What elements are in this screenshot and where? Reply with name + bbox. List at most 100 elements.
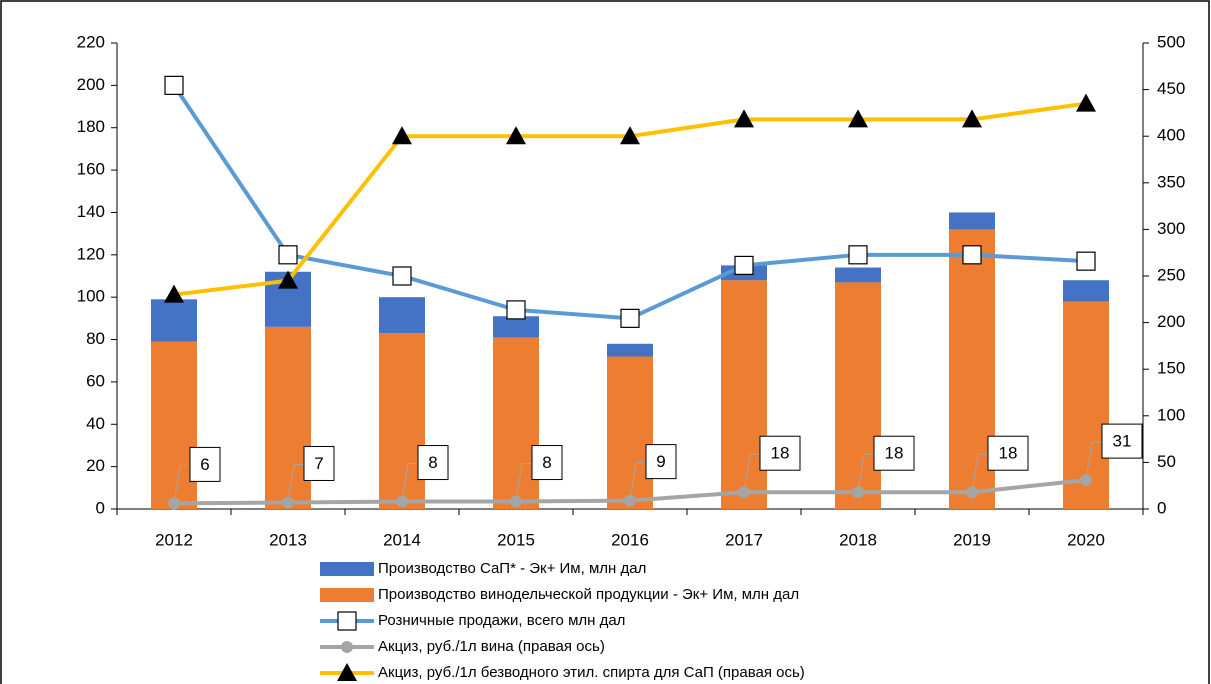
marker [848,109,868,128]
leader-line [173,464,190,504]
data-label-box [987,435,1029,471]
leader-line [1085,441,1102,481]
y-tick-label: 100 [77,287,105,306]
leader-line [515,463,532,502]
y-tick-label: 160 [77,160,105,179]
x-tick-label: 2013 [269,530,307,549]
marker [506,300,526,320]
bar [607,356,653,509]
data-label-box [417,445,449,481]
bar [835,267,881,283]
legend-swatch [320,562,374,576]
bar [493,337,539,509]
data-label: 18 [999,444,1018,463]
data-label-box [303,445,335,481]
data-label: 7 [314,454,323,473]
y2-tick-label: 200 [1157,312,1185,331]
bar [949,212,995,230]
y-tick-label: 220 [77,32,105,51]
marker [341,641,353,653]
marker [164,284,184,303]
marker [392,266,412,286]
marker [734,109,754,128]
leader-line [743,453,760,493]
marker [392,126,412,145]
bar [151,299,197,342]
marker [1076,93,1096,112]
data-label-box [645,444,677,480]
data-label-box [531,445,563,481]
bar [265,326,311,509]
y2-tick-label: 100 [1157,405,1185,424]
data-label: 31 [1113,432,1132,451]
x-tick-label: 2018 [839,530,877,549]
marker [962,109,982,128]
marker [1076,251,1096,271]
leader-line [401,463,418,502]
marker [278,270,298,289]
y-tick-label: 120 [77,244,105,263]
marker [848,245,868,265]
y-tick-label: 140 [77,202,105,221]
leader-line [971,453,988,493]
y2-tick-label: 450 [1157,79,1185,98]
marker [337,611,357,631]
bar [721,280,767,509]
y-tick-label: 40 [86,414,105,433]
data-label: 8 [428,453,437,472]
legend-label: Производство СаП* - Эк+ Им, млн дал [378,560,646,577]
legend-label: Акциз, руб./1л безводного этил. спирта д… [378,664,805,681]
data-label: 18 [771,444,790,463]
legend-label: Розничные продажи, всего млн дал [378,612,625,629]
x-tick-label: 2012 [155,530,193,549]
y2-tick-label: 0 [1157,498,1166,517]
bar [379,297,425,334]
y2-tick-label: 500 [1157,32,1185,51]
data-label-box [759,435,801,471]
marker [164,75,184,95]
marker [734,255,754,276]
y-tick-label: 60 [86,371,105,390]
data-label: 18 [885,444,904,463]
x-tick-label: 2015 [497,530,535,549]
legend-swatch [320,588,374,602]
bar [949,229,995,509]
bar [151,341,197,509]
marker [620,126,640,145]
data-label-box [873,435,915,471]
y2-tick-label: 50 [1157,452,1176,471]
x-tick-label: 2020 [1067,530,1105,549]
marker [620,308,640,328]
x-tick-label: 2014 [383,530,421,549]
y-tick-label: 0 [96,498,105,517]
marker [506,126,526,145]
y-tick-label: 20 [86,456,105,475]
x-tick-label: 2019 [953,530,991,549]
legend-label: Производство винодельческой продукции - … [378,586,799,603]
data-label: 8 [542,453,551,472]
y2-tick-label: 400 [1157,126,1185,145]
y-tick-label: 80 [86,329,105,348]
y2-tick-label: 350 [1157,172,1185,191]
bar [607,343,653,357]
y2-tick-label: 150 [1157,359,1185,378]
leader-line [629,462,646,501]
bar [379,333,425,509]
marker [278,245,298,265]
marker [962,245,982,265]
leader-line [857,453,874,493]
y2-tick-label: 300 [1157,219,1185,238]
y-tick-label: 200 [77,75,105,94]
bar [1063,280,1109,302]
x-tick-label: 2016 [611,530,649,549]
x-tick-label: 2017 [725,530,763,549]
marker [337,663,357,681]
data-label-box [1101,423,1143,459]
y-tick-label: 180 [77,117,105,136]
data-label: 6 [200,455,209,474]
leader-line [287,463,304,503]
data-label: 9 [656,452,665,471]
bar [835,282,881,509]
